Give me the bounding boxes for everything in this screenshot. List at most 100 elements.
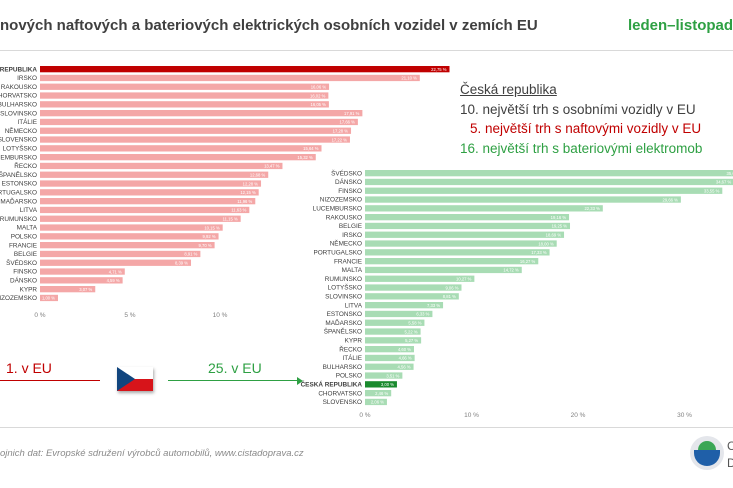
diesel-bar bbox=[40, 74, 420, 82]
diesel-bar bbox=[40, 101, 329, 108]
bev-bar bbox=[365, 302, 444, 309]
bev-value-label: 2,46 % bbox=[375, 391, 388, 396]
bev-value-label: 8,81 % bbox=[443, 294, 456, 299]
cistadoprava-logo: C D bbox=[690, 436, 733, 476]
footer-divider bbox=[0, 427, 733, 428]
logo-letter-2: D bbox=[727, 456, 733, 470]
bev-value-label: 35,67 % bbox=[727, 171, 733, 176]
diesel-value-label: 9,92 % bbox=[203, 234, 216, 239]
diesel-bar bbox=[40, 242, 215, 249]
diesel-value-label: 10,15 % bbox=[204, 225, 220, 230]
bev-value-label: 19,25 % bbox=[552, 224, 568, 229]
bev-category-label: LUCEMBURSKO bbox=[313, 206, 362, 213]
flag-blue-triangle bbox=[117, 367, 135, 391]
diesel-bar bbox=[40, 294, 58, 302]
diesel-bar bbox=[40, 110, 363, 117]
diesel-value-label: 8,39 % bbox=[175, 261, 188, 266]
diesel-category-label: RAKOUSKO bbox=[1, 84, 37, 91]
diesel-category-label: LOTYŠSKO bbox=[3, 144, 37, 153]
bev-bar bbox=[365, 337, 422, 344]
diesel-value-label: 16,02 % bbox=[310, 93, 326, 98]
diesel-value-label: 17,66 % bbox=[340, 120, 356, 125]
diesel-value-label: 16,05 % bbox=[311, 102, 327, 107]
diesel-category-label: ESTONSKO bbox=[2, 181, 37, 188]
bev-bar bbox=[365, 214, 570, 221]
diesel-tick-label: 5 % bbox=[124, 312, 135, 319]
diesel-category-label: ŠPANĚLSKO bbox=[0, 170, 37, 179]
bev-value-label: 6,33 % bbox=[416, 312, 429, 317]
bev-bar bbox=[365, 398, 387, 406]
bev-category-label: ŠVÉDSKO bbox=[331, 168, 362, 177]
bev-category-label: IRSKO bbox=[342, 232, 362, 239]
diesel-value-label: 11,96 % bbox=[237, 199, 252, 204]
diesel-value-label: 4,59 % bbox=[107, 278, 120, 283]
bev-bar bbox=[365, 205, 603, 212]
czech-summary-diesel-rank: 5. největší trh s naftovými vozidly v EU bbox=[470, 121, 702, 136]
diesel-category-label: BELGIE bbox=[14, 251, 37, 258]
bev-bar bbox=[365, 170, 733, 177]
bev-category-label: BULHARSKO bbox=[323, 364, 362, 371]
diesel-bar bbox=[40, 154, 316, 161]
diesel-bar bbox=[40, 145, 322, 152]
bev-bar bbox=[365, 178, 733, 186]
bev-category-label: ITÁLIE bbox=[342, 353, 362, 362]
bev-bar bbox=[365, 319, 425, 326]
diesel-bar bbox=[40, 136, 350, 143]
diesel-value-label: 12,15 % bbox=[240, 190, 256, 195]
bev-value-label: 3,51 % bbox=[386, 373, 399, 378]
diesel-bar bbox=[40, 259, 192, 266]
diesel-category-label: NĚMECKO bbox=[5, 126, 37, 135]
bev-category-label: MALTA bbox=[342, 267, 363, 274]
logo-road-shape bbox=[694, 450, 720, 466]
diesel-value-label: 15,64 % bbox=[303, 146, 319, 151]
bev-category-label: ESTONSKO bbox=[327, 311, 362, 318]
diesel-category-label: SLOVINSKO bbox=[0, 110, 37, 117]
diesel-bar bbox=[40, 162, 283, 170]
czech-summary-heading: Česká republika bbox=[460, 82, 557, 97]
diesel-value-label: 17,91 % bbox=[344, 111, 360, 116]
bev-category-label: LITVA bbox=[345, 302, 363, 309]
bev-bar bbox=[365, 258, 539, 265]
diesel-bar bbox=[40, 277, 123, 284]
diesel-bar bbox=[40, 127, 352, 134]
diesel-value-label: 12,68 % bbox=[250, 173, 266, 178]
bev-value-label: 5,22 % bbox=[405, 329, 418, 334]
diesel-value-label: 11,15 % bbox=[223, 217, 238, 222]
bev-bar bbox=[365, 310, 433, 318]
diesel-bar bbox=[40, 268, 125, 275]
diesel-value-label: 16,06 % bbox=[311, 85, 327, 90]
bev-category-label: ČESKÁ REPUBLIKA bbox=[301, 380, 363, 389]
bev-bar bbox=[365, 249, 550, 256]
bev-bar bbox=[365, 222, 571, 230]
bev-rank-arrowhead-icon bbox=[297, 377, 303, 385]
bev-category-label: RUMUNSKO bbox=[325, 276, 362, 283]
czech-summary-total-rank: 10. největší trh s osobními vozidly v EU bbox=[460, 101, 696, 117]
diesel-category-label: CHORVATSKO bbox=[0, 93, 37, 100]
diesel-bar bbox=[40, 233, 219, 240]
bev-value-label: 14,72 % bbox=[503, 268, 519, 273]
bev-value-label: 3,00 % bbox=[381, 382, 394, 387]
diesel-category-label: ŘECKO bbox=[14, 161, 37, 170]
bev-bar bbox=[365, 231, 565, 238]
bev-value-label: 2,06 % bbox=[371, 400, 384, 405]
diesel-category-label: FRANCIE bbox=[9, 242, 37, 249]
czech-summary: Česká republika 10. největší trh s osobn… bbox=[460, 80, 702, 158]
diesel-category-label: PORTUGALSKO bbox=[0, 190, 37, 197]
bev-value-label: 4,66 % bbox=[399, 356, 412, 361]
bev-bar bbox=[365, 346, 414, 353]
bev-value-label: 7,33 % bbox=[427, 303, 440, 308]
bev-category-label: CHORVATSKO bbox=[318, 390, 362, 397]
bev-value-label: 16,27 % bbox=[520, 259, 536, 264]
bar-charts: REPUBLIKA 22,75 % IRSKO 21,10 % RAKOUSKO 16,0… bbox=[0, 66, 733, 419]
diesel-rank-label: 1. v EU bbox=[6, 360, 52, 376]
bev-category-label: FINSKO bbox=[338, 188, 362, 195]
diesel-category-label: MALTA bbox=[17, 225, 38, 232]
bev-value-label: 18,00 % bbox=[538, 241, 554, 246]
diesel-value-label: 8,91 % bbox=[184, 252, 197, 257]
diesel-bar bbox=[40, 250, 201, 258]
diesel-value-label: 3,07 % bbox=[79, 287, 92, 292]
diesel-category-label: SLOVENSKO bbox=[0, 137, 37, 144]
bev-bar bbox=[365, 381, 397, 388]
bev-category-label: LOTYŠSKO bbox=[328, 283, 362, 292]
period-label: leden–listopad bbox=[628, 17, 733, 34]
